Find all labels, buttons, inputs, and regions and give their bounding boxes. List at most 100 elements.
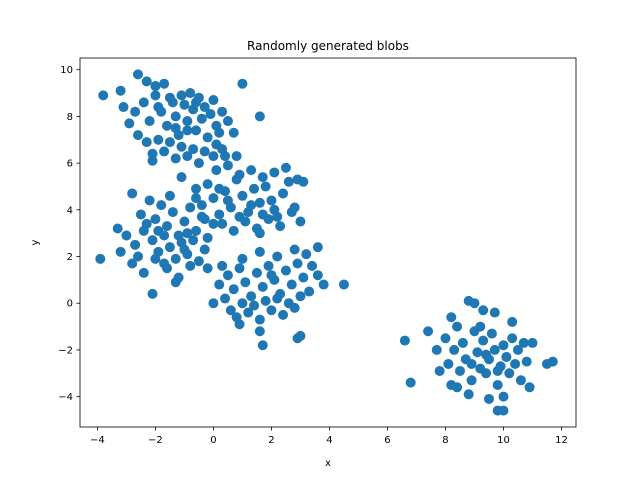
scatter-point	[208, 95, 219, 106]
scatter-point	[176, 90, 187, 101]
scatter-point	[492, 379, 503, 390]
y-tick-label: 0	[67, 299, 73, 310]
scatter-point	[202, 232, 213, 243]
scatter-point	[489, 307, 500, 318]
y-tick-label: −4	[58, 392, 73, 403]
scatter-point	[489, 344, 500, 355]
scatter-point	[159, 146, 170, 157]
scatter-point	[260, 181, 271, 192]
scatter-point	[138, 97, 149, 108]
scatter-point	[167, 207, 178, 218]
scatter-point	[298, 176, 309, 187]
scatter-point	[478, 335, 489, 346]
x-axis-ticks: −4 −2 0 2 4 6 8 10 12	[90, 427, 568, 446]
scatter-point	[220, 293, 231, 304]
scatter-point	[283, 176, 294, 187]
scatter-point	[234, 211, 245, 222]
scatter-point	[144, 195, 155, 206]
scatter-point	[188, 235, 199, 246]
scatter-point	[463, 389, 474, 400]
scatter-point	[266, 270, 277, 281]
scatter-point	[492, 365, 503, 376]
scatter-point	[199, 102, 210, 113]
scatter-point	[167, 97, 178, 108]
scatter-point	[170, 123, 181, 134]
scatter-point	[179, 216, 190, 227]
scatter-point	[269, 167, 280, 178]
scatter-point	[164, 242, 175, 253]
scatter-point	[472, 347, 483, 358]
y-tick-label: 4	[67, 205, 73, 216]
scatter-point	[469, 298, 480, 309]
scatter-point	[222, 270, 233, 281]
scatter-point	[515, 375, 526, 386]
scatter-point	[454, 365, 465, 376]
scatter-point	[234, 169, 245, 180]
scatter-point	[214, 209, 225, 220]
scatter-point	[507, 333, 518, 344]
scatter-point	[449, 344, 460, 355]
scatter-point	[399, 335, 410, 346]
scatter-point	[254, 197, 265, 208]
scatter-point	[150, 214, 161, 225]
scatter-point	[164, 190, 175, 201]
scatter-point	[225, 305, 236, 316]
scatter-point	[246, 200, 257, 211]
scatter-point	[130, 239, 141, 250]
scatter-point	[518, 337, 529, 348]
scatter-point	[170, 153, 181, 164]
scatter-point	[257, 281, 268, 292]
points-layer	[95, 69, 558, 416]
scatter-point	[182, 151, 193, 162]
scatter-point	[159, 78, 170, 89]
scatter-point	[304, 286, 315, 297]
scatter-point	[246, 291, 257, 302]
scatter-point	[141, 76, 152, 87]
scatter-point	[498, 340, 509, 351]
scatter-point	[254, 326, 265, 337]
scatter-point	[222, 116, 233, 127]
scatter-point	[214, 127, 225, 138]
y-axis-ticks: −4 −2 0 2 4 6 8 10	[58, 65, 80, 403]
scatter-point	[115, 85, 126, 96]
scatter-point	[217, 144, 228, 155]
scatter-point	[150, 90, 161, 101]
scatter-point	[138, 267, 149, 278]
y-tick-label: 10	[60, 65, 73, 76]
scatter-point	[202, 179, 213, 190]
scatter-point	[159, 258, 170, 269]
scatter-point	[483, 393, 494, 404]
chart-title: Randomly generated blobs	[247, 39, 409, 53]
scatter-point	[466, 358, 477, 369]
scatter-point	[318, 279, 329, 290]
scatter-point	[176, 141, 187, 152]
scatter-point	[547, 356, 558, 367]
x-tick-label: 0	[210, 435, 216, 446]
scatter-point	[278, 309, 289, 320]
scatter-point	[440, 333, 451, 344]
scatter-point	[249, 300, 260, 311]
scatter-point	[269, 204, 280, 215]
scatter-point	[312, 270, 323, 281]
scatter-point	[208, 151, 219, 162]
scatter-point	[434, 365, 445, 376]
scatter-point	[182, 228, 193, 239]
scatter-point	[254, 228, 265, 239]
plot-frame	[79, 57, 577, 428]
scatter-point	[191, 193, 202, 204]
scatter-point	[133, 130, 144, 141]
scatter-point	[289, 302, 300, 313]
scatter-point	[196, 113, 207, 124]
scatter-point	[338, 279, 349, 290]
scatter-point	[135, 209, 146, 220]
scatter-point	[475, 321, 486, 332]
scatter-point	[312, 242, 323, 253]
scatter-point	[452, 321, 463, 332]
scatter-point	[147, 288, 158, 299]
scatter-point	[295, 330, 306, 341]
scatter-point	[185, 88, 196, 99]
scatter-point	[112, 223, 123, 234]
scatter-point	[124, 118, 135, 129]
scatter-point	[478, 305, 489, 316]
scatter-point	[240, 277, 251, 288]
